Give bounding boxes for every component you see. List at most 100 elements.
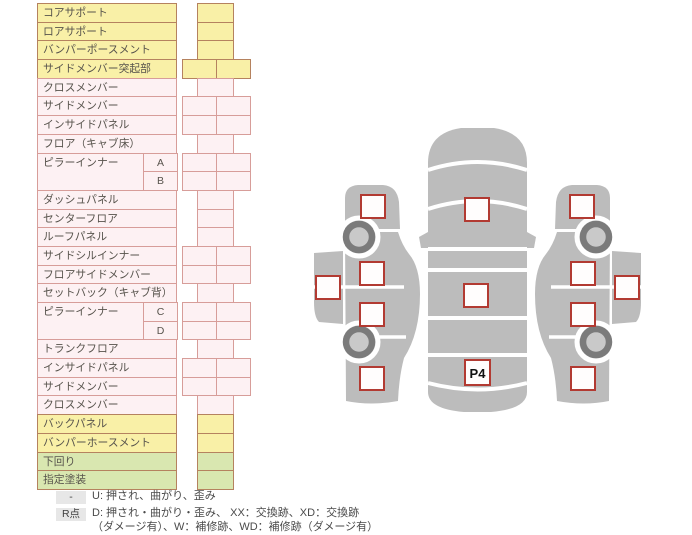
damage-cell[interactable] [216,376,251,397]
table-row: バックパネル [37,414,297,434]
pillar-sub-label: D [143,320,178,341]
legend-badge: R点 [56,508,86,521]
damage-cell[interactable] [182,152,217,173]
damage-cell[interactable] [197,40,234,61]
damage-cell[interactable] [197,283,234,304]
damage-cell[interactable] [216,152,251,173]
damage-cell[interactable] [216,59,251,79]
damage-marker-box[interactable] [464,197,490,222]
damage-cell[interactable] [182,96,217,117]
part-label: 指定塗装 [37,470,177,490]
damage-marker-box[interactable] [359,302,385,327]
damage-cell[interactable] [197,189,234,210]
damage-cell[interactable] [197,414,234,434]
damage-marker-box[interactable] [569,194,595,219]
table-row: クロスメンバー [37,77,297,98]
damage-cell[interactable] [216,115,251,135]
rear-wheel-icon [579,325,613,359]
damage-marker-box[interactable] [463,283,489,308]
parts-table: コアサポート ロアサポート バンパーポースメント サイドメンバー突起部 クロスメンバーサ… [37,3,297,490]
car-top-view: P4 [419,128,536,412]
damage-cell[interactable] [182,376,217,397]
part-label: バックパネル [37,414,177,434]
front-wheel-icon [342,220,376,254]
p4-marker[interactable]: P4 [464,359,491,386]
part-label: ピラーインナー [37,302,144,341]
damage-cell[interactable] [216,264,251,285]
damage-cell[interactable] [182,358,217,378]
damage-cell[interactable] [197,77,234,98]
legend-badge: - [56,491,86,504]
part-label: インサイドパネル [37,358,177,378]
damage-cell[interactable] [197,133,234,154]
damage-marker-box[interactable] [359,261,385,286]
damage-cell[interactable] [182,171,217,191]
part-label: バンパーホースメント [37,432,177,453]
table-row: サイドメンバー [37,376,297,397]
part-label: フロアサイドメンバー [37,264,177,285]
car-side-view-right [535,185,642,404]
damage-cell[interactable] [216,320,251,341]
damage-cell[interactable] [182,245,217,266]
damage-marker-box[interactable] [360,194,386,219]
damage-marker-box[interactable] [315,275,341,300]
damage-marker-box[interactable] [614,275,640,300]
table-row: コアサポート [37,3,297,23]
table-row: フロア（キャブ床） [37,133,297,154]
table-row: ピラーインナー A B [37,152,297,191]
part-label: サイドシルインナー [37,245,177,266]
damage-cell[interactable] [216,358,251,378]
part-label: ロアサポート [37,21,177,42]
table-row: トランクフロア [37,339,297,360]
damage-cell[interactable] [182,302,217,322]
wheel-halo [574,215,618,259]
damage-cell[interactable] [197,3,234,23]
table-row: ルーフパネル [37,227,297,247]
damage-marker-box[interactable] [570,261,596,286]
table-row: バンパーポースメント [37,40,297,61]
part-label: クロスメンバー [37,77,177,98]
part-label: フロア（キャブ床） [37,133,177,154]
front-wheel-icon [579,220,613,254]
table-row: サイドメンバー突起部 [37,59,297,79]
legend-row: R点 D: 押され・曲がり・歪み、 XX：交換跡、XD：交換跡 （ダメージ有）、W：… [56,507,378,534]
damage-cell[interactable] [197,470,234,490]
part-label: バンパーポースメント [37,40,177,61]
pillar-sub-label: B [143,171,178,191]
damage-cell[interactable] [197,451,234,472]
table-row: バンパーホースメント [37,432,297,453]
part-label: サイドメンバー [37,96,177,117]
damage-cell[interactable] [216,302,251,322]
damage-marker-box[interactable] [359,366,385,391]
damage-cell[interactable] [182,320,217,341]
part-label: セットバック（キャブ背） [37,283,177,304]
damage-cell[interactable] [197,432,234,453]
left-mirror-icon [419,232,428,248]
part-label: コアサポート [37,3,177,23]
table-row: フロアサイドメンバー [37,264,297,285]
car-side-view-left [313,185,420,404]
damage-cell[interactable] [182,59,217,79]
damage-cell[interactable] [197,21,234,42]
damage-cell[interactable] [216,245,251,266]
damage-cell[interactable] [197,208,234,229]
damage-cell[interactable] [197,227,234,247]
damage-cell[interactable] [197,339,234,360]
pillar-sub-label: A [143,152,178,173]
vehicle-diagram: P4 [313,128,642,412]
part-label: ダッシュパネル [37,189,177,210]
damage-cell[interactable] [182,115,217,135]
damage-cell[interactable] [182,264,217,285]
legend: - U: 押され、曲がり、歪み R点 D: 押され・曲がり・歪み、 XX：交換跡、XD… [56,490,378,535]
part-label: 下回り [37,451,177,472]
damage-cell[interactable] [216,171,251,191]
damage-marker-box[interactable] [570,302,596,327]
part-label: トランクフロア [37,339,177,360]
damage-cell[interactable] [216,96,251,117]
table-row: クロスメンバー [37,395,297,416]
damage-cell[interactable] [197,395,234,416]
damage-marker-box[interactable] [570,366,596,391]
part-label: ルーフパネル [37,227,177,247]
table-row: センターフロア [37,208,297,229]
